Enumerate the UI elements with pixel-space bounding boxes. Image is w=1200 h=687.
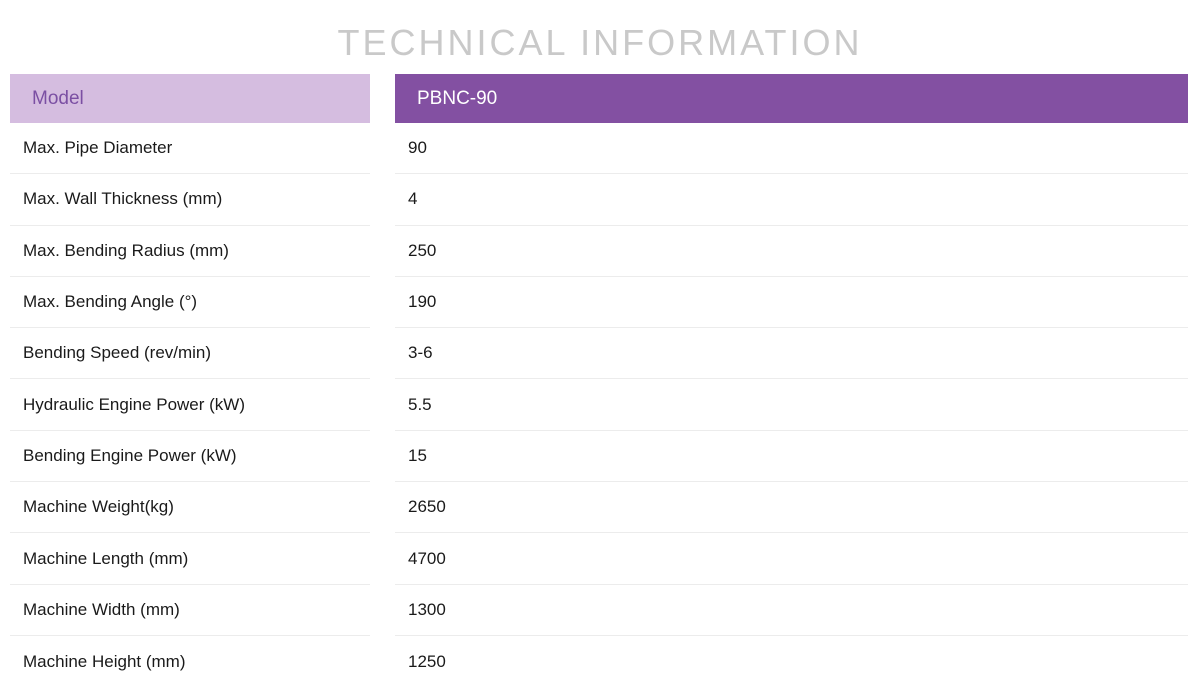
spec-label: Max. Pipe Diameter [10,123,370,175]
spec-value: 15 [395,431,1188,483]
spec-value: 90 [395,123,1188,175]
spec-label: Max. Bending Angle (°) [10,277,370,329]
table-row: Max. Pipe Diameter 90 [10,123,1188,175]
spec-label: Bending Engine Power (kW) [10,431,370,483]
spec-label: Machine Weight(kg) [10,482,370,534]
table-row: Machine Weight(kg) 2650 [10,482,1188,534]
spec-value: 1250 [408,651,446,671]
spec-label: Machine Width (mm) [10,585,370,636]
spec-value: 1300 [395,585,1188,636]
table-row: Machine Length (mm) 4700 [10,533,1188,585]
spec-value: 190 [395,277,1188,329]
spec-label: Bending Speed (rev/min) [10,328,370,380]
table-row: Max. Bending Angle (°) 190 [10,277,1188,329]
table-row: Machine Width (mm) 1300 [10,585,1188,636]
table-row: Machine Height (mm) 1250 [10,636,1188,687]
spec-value: 4 [395,174,1188,226]
spec-value: 2650 [395,482,1188,534]
spec-label: Machine Length (mm) [10,533,370,585]
table-row: Bending Engine Power (kW) 15 [10,431,1188,483]
spec-value: 250 [395,226,1188,277]
spec-label: Hydraulic Engine Power (kW) [10,379,370,431]
spec-label: Max. Wall Thickness (mm) [10,174,370,226]
spec-table: Model PBNC-90 Max. Pipe Diameter 90 Max.… [10,74,1188,687]
model-value: PBNC-90 [395,74,1188,123]
table-row: Max. Bending Radius (mm) 250 [10,226,1188,277]
spec-label: Machine Height (mm) [23,651,186,671]
spec-label: Max. Bending Radius (mm) [10,226,370,277]
table-header-row: Model PBNC-90 [10,74,1188,123]
page-title: TECHNICAL INFORMATION [337,22,863,63]
spec-value: 4700 [395,533,1188,585]
table-row: Max. Wall Thickness (mm) 4 [10,174,1188,226]
spec-value: 3-6 [395,328,1188,380]
model-label: Model [10,74,370,123]
spec-value: 5.5 [395,379,1188,431]
table-row: Bending Speed (rev/min) 3-6 [10,328,1188,380]
table-row: Hydraulic Engine Power (kW) 5.5 [10,379,1188,431]
